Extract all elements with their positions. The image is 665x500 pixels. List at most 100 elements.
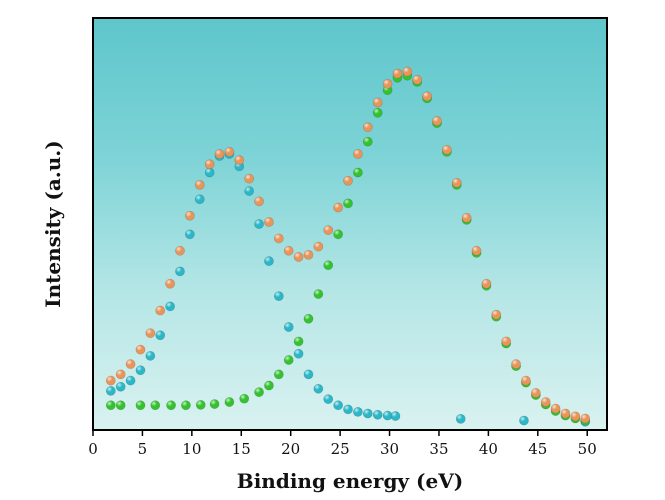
series-1-point-highlight [323, 394, 333, 404]
series-1-point-highlight [195, 194, 205, 204]
x-tick-label: 0 [88, 440, 98, 458]
series-3-point-highlight [373, 97, 383, 108]
series-2-point-highlight [224, 397, 235, 407]
series-3-point-highlight [224, 147, 235, 157]
series-2-point-highlight [353, 167, 363, 178]
series-3-point-highlight [471, 246, 482, 256]
series-3-point-highlight [551, 403, 561, 414]
series-1-point-highlight [333, 400, 343, 410]
plot-frame [92, 17, 608, 431]
series-1-point-highlight [185, 229, 195, 239]
series-2-point-highlight [135, 400, 146, 410]
series-3-point-highlight [254, 196, 264, 206]
series-3-point-highlight [165, 279, 175, 289]
series-1-point-highlight [116, 382, 126, 392]
series-3-point-highlight [125, 359, 136, 369]
series-3-point-highlight [343, 176, 353, 186]
series-3-point-highlight [234, 155, 244, 165]
series-2-point-highlight [150, 400, 160, 410]
series-3-point-highlight [294, 252, 304, 262]
series-3-point-highlight [244, 174, 254, 184]
series-3 [105, 66, 591, 424]
series-3-point-highlight [284, 246, 294, 256]
series-1 [105, 149, 591, 427]
series-3-point-highlight [501, 336, 511, 347]
series-1-point-highlight [125, 375, 136, 386]
series-2 [105, 70, 591, 426]
series-1-point-highlight [519, 415, 529, 426]
series-3-point-highlight [333, 202, 343, 213]
series-2-point-highlight [373, 108, 383, 118]
series-3-point-highlight [521, 375, 531, 386]
series-3-point-highlight [452, 178, 462, 188]
x-tick-label: 30 [380, 440, 399, 458]
series-3-point-highlight [323, 225, 333, 235]
series-3-point-highlight [303, 250, 314, 260]
x-tick-label: 20 [281, 440, 300, 458]
series-1-point-highlight [390, 411, 401, 421]
x-axis-title: Binding energy (eV) [237, 469, 463, 493]
series-3-point-highlight [432, 116, 442, 126]
y-axis-title: Intensity (a.u.) [41, 140, 65, 307]
series-1-point-highlight [343, 404, 353, 414]
series-2-point-highlight [106, 400, 116, 410]
x-tick-label: 25 [331, 440, 350, 458]
series-1-point-highlight [135, 365, 146, 375]
series-3-point-highlight [442, 145, 452, 155]
series-2-point-highlight [363, 137, 373, 147]
series-3-point-highlight [402, 66, 412, 77]
series-1-point-highlight [106, 386, 116, 396]
series-3-point-highlight [412, 75, 422, 85]
series-3-point-highlight [185, 211, 195, 221]
series-1-point-highlight [456, 414, 466, 424]
series-1-point-highlight [303, 369, 314, 379]
series-3-point-highlight [422, 91, 432, 101]
series-1-point-highlight [373, 410, 383, 420]
series-3-point-highlight [264, 217, 274, 227]
series-3-point-highlight [570, 411, 580, 421]
series-3-point-highlight [145, 328, 155, 338]
series-2-point-highlight [166, 400, 176, 410]
series-3-point-highlight [106, 375, 116, 386]
series-3-point-highlight [135, 345, 146, 355]
series-3-point-highlight [511, 359, 521, 369]
series-2-point-highlight [343, 198, 353, 208]
series-1-point-highlight [382, 410, 393, 421]
series-3-point-highlight [481, 279, 492, 289]
series-2-point-highlight [209, 399, 220, 409]
series-3-point-highlight [531, 388, 541, 398]
series-3-point-highlight [491, 310, 501, 320]
series-2-point-highlight [333, 229, 343, 239]
series-1-point-highlight [294, 349, 304, 359]
series-2-point-highlight [274, 369, 284, 379]
series-1-point-highlight [254, 219, 264, 229]
x-tick-label: 5 [138, 440, 148, 458]
plot-background [93, 18, 607, 430]
x-tick-label: 50 [578, 440, 597, 458]
series-1-point-highlight [284, 322, 294, 332]
series-2-point-highlight [303, 314, 314, 324]
series-3-point-highlight [353, 149, 363, 159]
x-tick-label: 40 [479, 440, 498, 458]
series-2-point-highlight [254, 387, 264, 397]
series-2-point-highlight [294, 336, 304, 347]
series-3-point-highlight [392, 69, 403, 79]
series-3-point-highlight [560, 408, 571, 419]
series-3-point-highlight [155, 305, 165, 316]
data-markers [105, 66, 591, 427]
series-3-point-highlight [214, 149, 225, 159]
series-3-point-highlight [462, 213, 472, 223]
series-3-point-highlight [541, 397, 551, 407]
series-2-point-highlight [284, 355, 294, 365]
series-1-point-highlight [205, 167, 215, 178]
series-1-point-highlight [165, 301, 175, 311]
series-3-point-highlight [382, 79, 393, 89]
series-2-point-highlight [181, 400, 191, 410]
series-2-point-highlight [239, 394, 249, 404]
series-1-point-highlight [313, 384, 323, 394]
x-tick-label: 10 [182, 440, 201, 458]
series-3-point-highlight [363, 122, 373, 132]
x-axis-ticks: 0 5 10 15 20 25 30 35 40 45 50 [88, 430, 597, 458]
series-2-point-highlight [116, 400, 126, 410]
